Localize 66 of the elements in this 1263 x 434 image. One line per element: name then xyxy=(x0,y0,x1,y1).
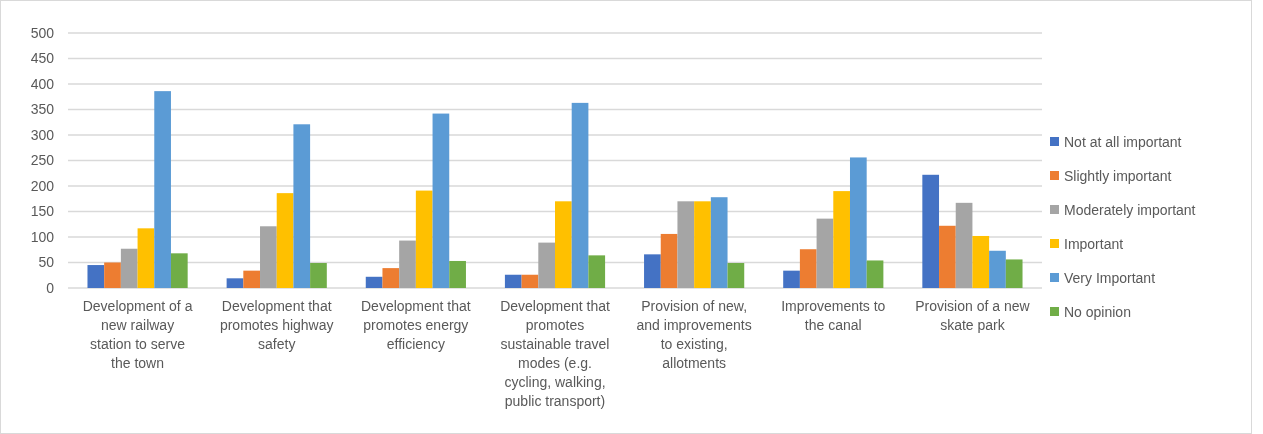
y-tick-label: 350 xyxy=(30,101,55,118)
bar xyxy=(382,268,400,288)
y-tick-label: 450 xyxy=(30,50,55,67)
bar xyxy=(588,255,606,288)
y-tick-label: 250 xyxy=(30,152,55,169)
bar xyxy=(432,113,450,288)
bar xyxy=(276,193,294,288)
bar xyxy=(365,276,383,288)
x-tick-label: Development that promotes energy efficiency xyxy=(360,298,471,352)
bar xyxy=(955,202,973,288)
y-tick-label: 150 xyxy=(30,203,55,220)
bar xyxy=(170,253,188,288)
bar xyxy=(293,124,311,288)
bar xyxy=(816,218,834,288)
bar xyxy=(1005,259,1023,288)
bar xyxy=(137,228,155,288)
bar xyxy=(449,260,466,288)
y-tick-label: 300 xyxy=(30,126,55,143)
bar xyxy=(260,226,277,288)
bar xyxy=(677,201,695,288)
bar xyxy=(120,248,138,288)
bar xyxy=(538,242,555,288)
bar xyxy=(504,274,522,288)
x-tick-label: Provision of new, and improvements to existing, allotments xyxy=(636,298,752,371)
bar xyxy=(644,254,661,288)
y-tick-label: 500 xyxy=(30,24,55,41)
x-tick-label: Provision of a new skate park xyxy=(915,298,1031,333)
legend-label: Moderately important xyxy=(1064,201,1196,218)
bar xyxy=(694,201,711,288)
bar xyxy=(866,260,884,288)
bar xyxy=(310,263,327,288)
bar xyxy=(727,263,745,288)
bar xyxy=(799,249,817,288)
bar xyxy=(571,102,589,288)
bar xyxy=(399,240,416,288)
bar xyxy=(710,197,728,288)
x-tick-label: Improvements to the canal xyxy=(781,298,886,333)
bar xyxy=(226,278,244,288)
legend-label: No opinion xyxy=(1064,303,1131,320)
bar xyxy=(989,250,1006,288)
x-tick-label: Development of a new railway station to serve the town xyxy=(82,298,193,371)
y-tick-label: 0 xyxy=(46,279,55,296)
y-tick-label: 200 xyxy=(30,177,55,194)
bar xyxy=(783,270,800,288)
bar xyxy=(972,235,990,288)
bar xyxy=(555,201,572,288)
y-tick-label: 100 xyxy=(30,228,55,245)
legend-label: Slightly important xyxy=(1064,167,1172,184)
legend-label: Very Important xyxy=(1064,269,1156,286)
bar xyxy=(415,190,433,288)
bar xyxy=(939,225,956,288)
bar xyxy=(87,265,105,288)
bar xyxy=(922,174,940,288)
bar xyxy=(154,91,171,288)
bar xyxy=(521,274,539,288)
y-tick-label: 50 xyxy=(38,254,55,271)
legend-label: Not at all important xyxy=(1064,133,1182,150)
bar xyxy=(849,157,867,288)
x-tick-label: Development that promotes highway safety xyxy=(219,298,334,352)
x-tick-label: Development that promotes sustainable travel modes (e.g. cycling, walking, public transport) xyxy=(500,298,610,409)
bar xyxy=(660,233,678,288)
bar xyxy=(833,191,850,288)
bar xyxy=(243,270,261,288)
y-tick-label: 400 xyxy=(30,75,55,92)
legend-label: Important xyxy=(1064,235,1124,252)
bar xyxy=(104,262,121,288)
